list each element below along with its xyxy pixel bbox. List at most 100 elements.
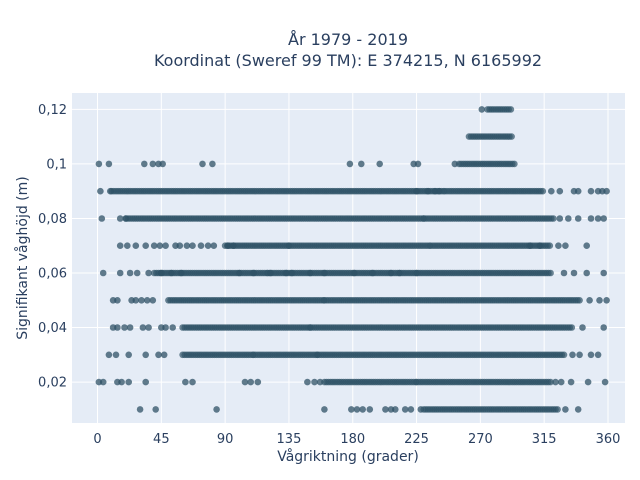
data-points [95, 106, 610, 413]
data-point [511, 160, 518, 168]
data-point [508, 133, 515, 140]
data-point [250, 269, 257, 277]
data-point [574, 187, 582, 195]
data-point [555, 242, 562, 249]
data-point [249, 351, 257, 359]
data-point [189, 242, 196, 249]
data-point [314, 351, 321, 359]
y-tick-label: 0,1 [46, 157, 67, 172]
data-point [247, 378, 254, 386]
data-point [132, 297, 140, 304]
data-point [392, 406, 399, 413]
data-point [304, 378, 311, 386]
data-point [603, 187, 610, 195]
data-point [396, 269, 403, 277]
data-point [536, 242, 544, 249]
data-point [183, 242, 191, 249]
data-point [567, 378, 575, 386]
data-point [358, 160, 365, 168]
data-point [507, 106, 515, 113]
data-point [350, 269, 358, 277]
data-point [594, 215, 602, 222]
data-point [574, 215, 582, 222]
data-point [125, 351, 132, 359]
data-point [587, 351, 595, 359]
data-point [156, 242, 164, 249]
data-point [149, 160, 157, 168]
data-point [142, 242, 149, 249]
data-point [126, 269, 134, 277]
data-point [600, 269, 607, 277]
chart-title-line2: Koordinat (Sweref 99 TM): E 374215, N 61… [154, 51, 542, 70]
data-point [552, 378, 559, 386]
data-point [114, 324, 121, 331]
y-tick-label: 0,06 [38, 267, 67, 282]
data-point [570, 269, 578, 277]
data-point [435, 187, 443, 195]
data-point [197, 242, 205, 249]
data-point [209, 160, 216, 168]
x-tick-labels: 0 45 90 135 180 225 270 315 360 [93, 432, 620, 447]
data-point [168, 269, 175, 277]
data-point [562, 242, 569, 249]
data-point [97, 187, 104, 195]
x-tick-label: 360 [596, 432, 621, 447]
data-point [133, 269, 141, 277]
data-point [142, 378, 149, 386]
data-point [346, 160, 354, 168]
data-point [267, 269, 274, 277]
data-point [596, 297, 603, 304]
data-point [586, 297, 593, 304]
data-point [132, 242, 140, 249]
x-tick-label: 225 [404, 432, 429, 447]
data-point [311, 378, 318, 386]
data-point [105, 160, 113, 168]
data-point [230, 242, 237, 249]
data-point [547, 269, 554, 277]
data-point [424, 187, 432, 195]
y-axis-label: Signifikant våghöjd (m) [14, 176, 31, 339]
data-point [569, 351, 576, 359]
data-point [95, 160, 103, 168]
x-tick-label: 0 [93, 432, 101, 447]
x-tick-label: 180 [340, 432, 365, 447]
data-point [143, 297, 151, 304]
data-point [420, 215, 428, 222]
data-point [565, 215, 572, 222]
data-point [603, 297, 610, 304]
data-point [600, 215, 607, 222]
data-point [241, 378, 249, 386]
data-point [224, 242, 232, 249]
data-point [583, 242, 590, 249]
data-point [413, 187, 420, 195]
data-point [306, 324, 314, 331]
data-point [562, 406, 569, 413]
data-point [550, 215, 557, 222]
data-point [149, 297, 157, 304]
data-point [316, 378, 324, 386]
data-point [556, 187, 564, 195]
data-point [254, 378, 262, 386]
data-point [139, 324, 147, 331]
data-point [145, 324, 152, 331]
data-point [417, 406, 425, 413]
data-point [382, 406, 389, 413]
data-point [587, 187, 595, 195]
data-point [189, 378, 196, 386]
data-point [600, 324, 607, 331]
data-point [451, 160, 459, 168]
y-tick-label: 0,08 [38, 212, 67, 227]
data-point [112, 351, 120, 359]
data-point [150, 242, 158, 249]
data-point [162, 324, 169, 331]
data-point [141, 160, 148, 168]
data-point [554, 406, 561, 413]
x-tick-label: 45 [153, 432, 170, 447]
data-point [145, 269, 152, 277]
data-point [162, 242, 169, 249]
data-point [359, 406, 367, 413]
data-point [116, 215, 124, 222]
data-point [116, 242, 124, 249]
data-point [159, 160, 166, 168]
data-point [122, 215, 130, 222]
